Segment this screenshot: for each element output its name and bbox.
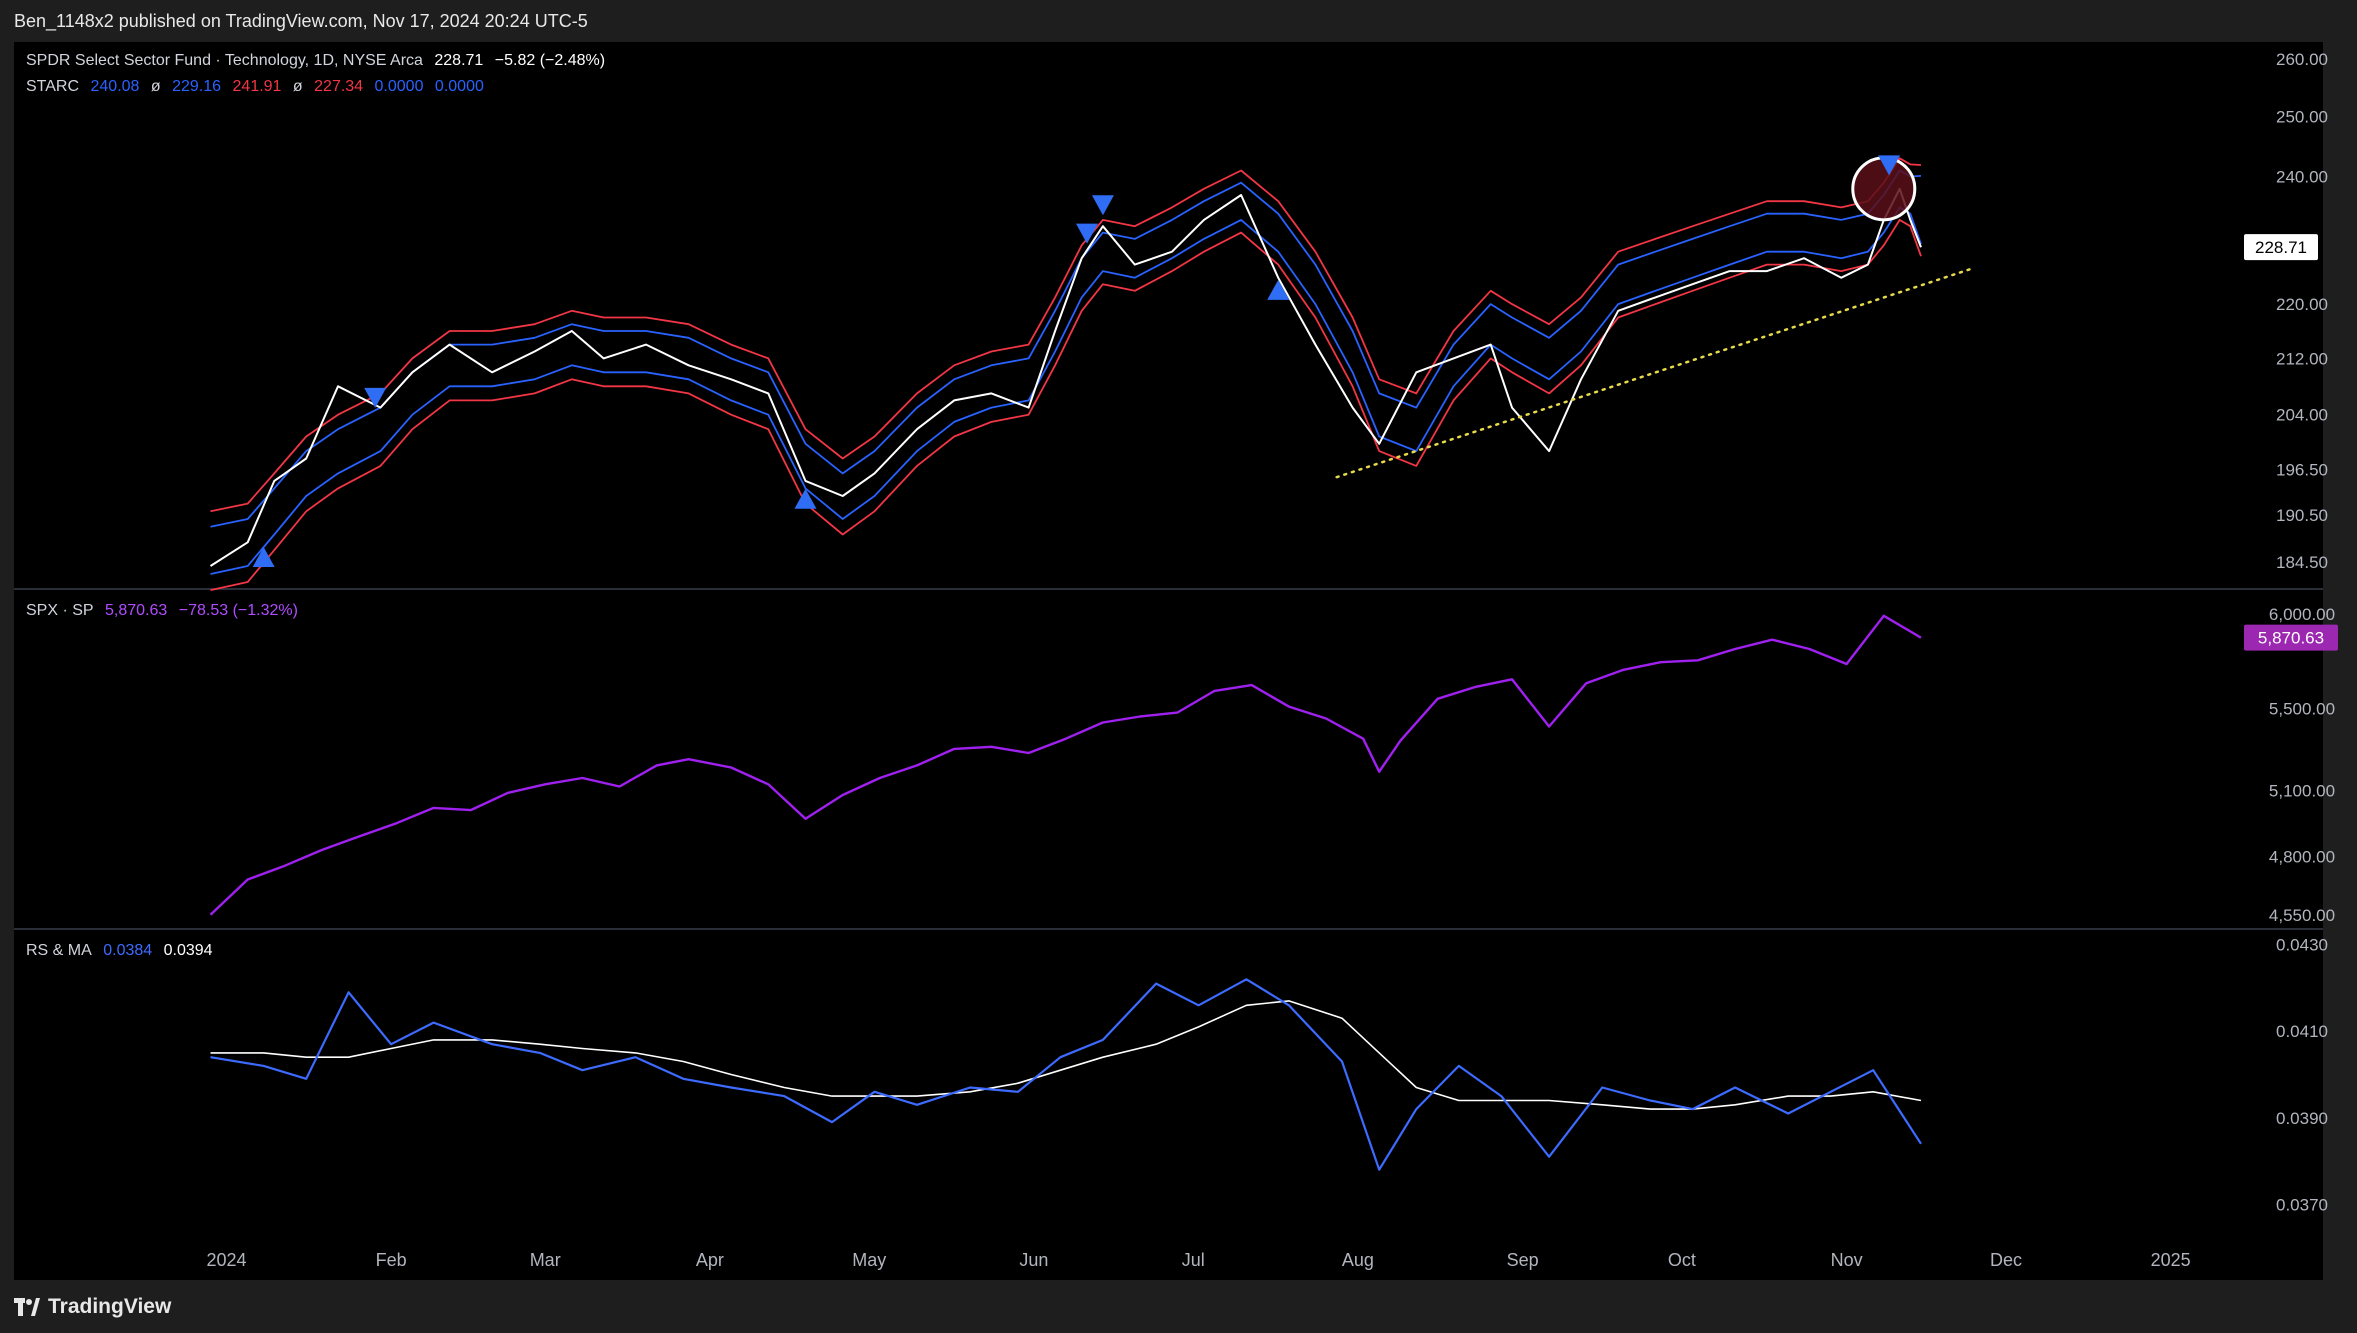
x-tick-label: Sep (1507, 1250, 1539, 1270)
buy-signal-marker-1 (252, 547, 275, 568)
sell-signal-marker-5 (1091, 195, 1114, 216)
spx-price-badge: 5,870.63 (2258, 629, 2324, 648)
main-y-tick-label: 184.50 (2276, 553, 2328, 572)
ma-value: 0.0394 (163, 942, 213, 959)
publisher-line: Ben_1148x2 published on TradingView.com,… (14, 10, 588, 31)
rs-legend: RS & MA 0.0384 0.0394 (26, 942, 220, 960)
main-change: −5.82 (−2.48%) (494, 52, 606, 69)
x-tick-label: Nov (1831, 1250, 1863, 1270)
price-line (209, 187, 1922, 567)
x-tick-label: Oct (1668, 1250, 1696, 1270)
starc-value-5: ø (292, 78, 303, 95)
pane-separators (14, 588, 2323, 930)
main-y-tick-label: 240.00 (2276, 168, 2328, 187)
main-y-tick-label: 250.00 (2276, 108, 2328, 127)
x-tick-label: 2025 (2151, 1250, 2191, 1270)
buy-signal-marker-6 (1267, 279, 1290, 300)
spx-y-tick-label: 4,550.00 (2269, 906, 2335, 925)
sell-signal-marker-7 (1878, 155, 1901, 176)
rs-y-tick-label: 0.0370 (2276, 1195, 2328, 1214)
tradingview-logo[interactable]: TradingView (14, 1295, 171, 1319)
starc-value-2: ø (150, 78, 161, 95)
x-tick-label: Jul (1182, 1250, 1205, 1270)
starc-value-7: 0.0000 (374, 78, 424, 95)
x-tick-label: Aug (1342, 1250, 1374, 1270)
spx-legend: SPX · SP 5,870.63 −78.53 (−1.32%) (26, 602, 305, 620)
sell-signal-marker-2 (364, 387, 387, 408)
sell-signal-marker-4 (1076, 223, 1099, 244)
rs-y-tick-label: 0.0430 (2276, 936, 2328, 955)
starc-lower-line (210, 218, 1922, 591)
main-y-tick-label: 212.00 (2276, 349, 2328, 368)
main-y-tick-label: 220.00 (2276, 295, 2328, 314)
starc-value-3: 229.16 (172, 78, 222, 95)
buy-signal-marker-3 (794, 488, 817, 509)
x-tick-label: Apr (696, 1250, 724, 1270)
x-tick-label: May (852, 1250, 886, 1270)
tradingview-wordmark: TradingView (48, 1294, 172, 1318)
spx-last: 5,870.63 (105, 602, 168, 619)
starc-value-8: 0.0000 (434, 78, 484, 95)
spx-y-tick-label: 5,500.00 (2269, 700, 2335, 719)
starc-label: STARC (26, 78, 80, 95)
chart-background (14, 42, 2323, 1280)
starc-value-6: 227.34 (314, 78, 364, 95)
rs-y-tick-label: 0.0410 (2276, 1022, 2328, 1041)
starc-lower-mid-line (210, 206, 1922, 575)
starc-legend: STARC 240.08 ø 229.16 241.91 ø 227.34 0.… (26, 78, 491, 96)
rs-line (210, 978, 1922, 1171)
spx-y-tick-label: 6,000.00 (2269, 605, 2335, 624)
rs-y-tick-label: 0.0390 (2276, 1109, 2328, 1128)
ma-line (210, 1000, 1922, 1110)
main-title: SPDR Select Sector Fund · Technology, 1D… (26, 52, 423, 69)
main-y-tick-label: 204.00 (2276, 406, 2328, 425)
highlight-circle (1851, 156, 1917, 222)
tradingview-logo-icon (14, 1297, 40, 1316)
main-y-tick-label: 196.50 (2276, 461, 2328, 480)
x-tick-label: Feb (376, 1250, 407, 1270)
main-last: 228.71 (434, 52, 484, 69)
starc-value-4: 241.91 (232, 78, 282, 95)
time-axis: 2024 Feb Mar Apr May Jun Jul Aug Sep Oct Nov Dec 202… (206, 1250, 2190, 1270)
main-y-tick-label: 190.50 (2276, 506, 2328, 525)
footer-bar: TradingView (0, 1280, 2357, 1333)
spx-change: −78.53 (−1.32%) (178, 602, 298, 619)
x-tick-label: Dec (1990, 1250, 2022, 1270)
main-price-badge-bg (2244, 234, 2318, 261)
starc-value-1: 240.08 (90, 78, 140, 95)
spx-title: SPX · SP (26, 602, 94, 619)
price-axes: 184.50 190.50 196.50 204.00 212.00 220.00 240.… (2244, 50, 2338, 1214)
spx-y-tick-label: 4,800.00 (2269, 848, 2335, 867)
starc-upper-line (210, 157, 1922, 513)
publisher-header: Ben_1148x2 published on TradingView.com,… (0, 0, 2357, 42)
spx-price-badge-bg (2244, 624, 2338, 651)
rs-value: 0.0384 (103, 942, 153, 959)
spx-y-tick-label: 5,100.00 (2269, 782, 2335, 801)
main-y-tick-label: 260.00 (2276, 50, 2328, 69)
main-price-badge: 228.71 (2255, 238, 2307, 257)
main-legend: SPDR Select Sector Fund · Technology, 1D… (26, 52, 612, 70)
spx-line (209, 614, 1922, 916)
trendline (1335, 266, 1976, 479)
spx-pane-plot (209, 614, 1922, 916)
starc-upper-mid-line (210, 169, 1922, 528)
x-tick-label: Mar (530, 1250, 561, 1270)
rs-pane-plot (210, 978, 1922, 1171)
x-tick-label: Jun (1019, 1250, 1048, 1270)
rs-title: RS & MA (26, 942, 92, 959)
main-pane-plot (209, 155, 1976, 591)
x-tick-label: 2024 (206, 1250, 246, 1270)
